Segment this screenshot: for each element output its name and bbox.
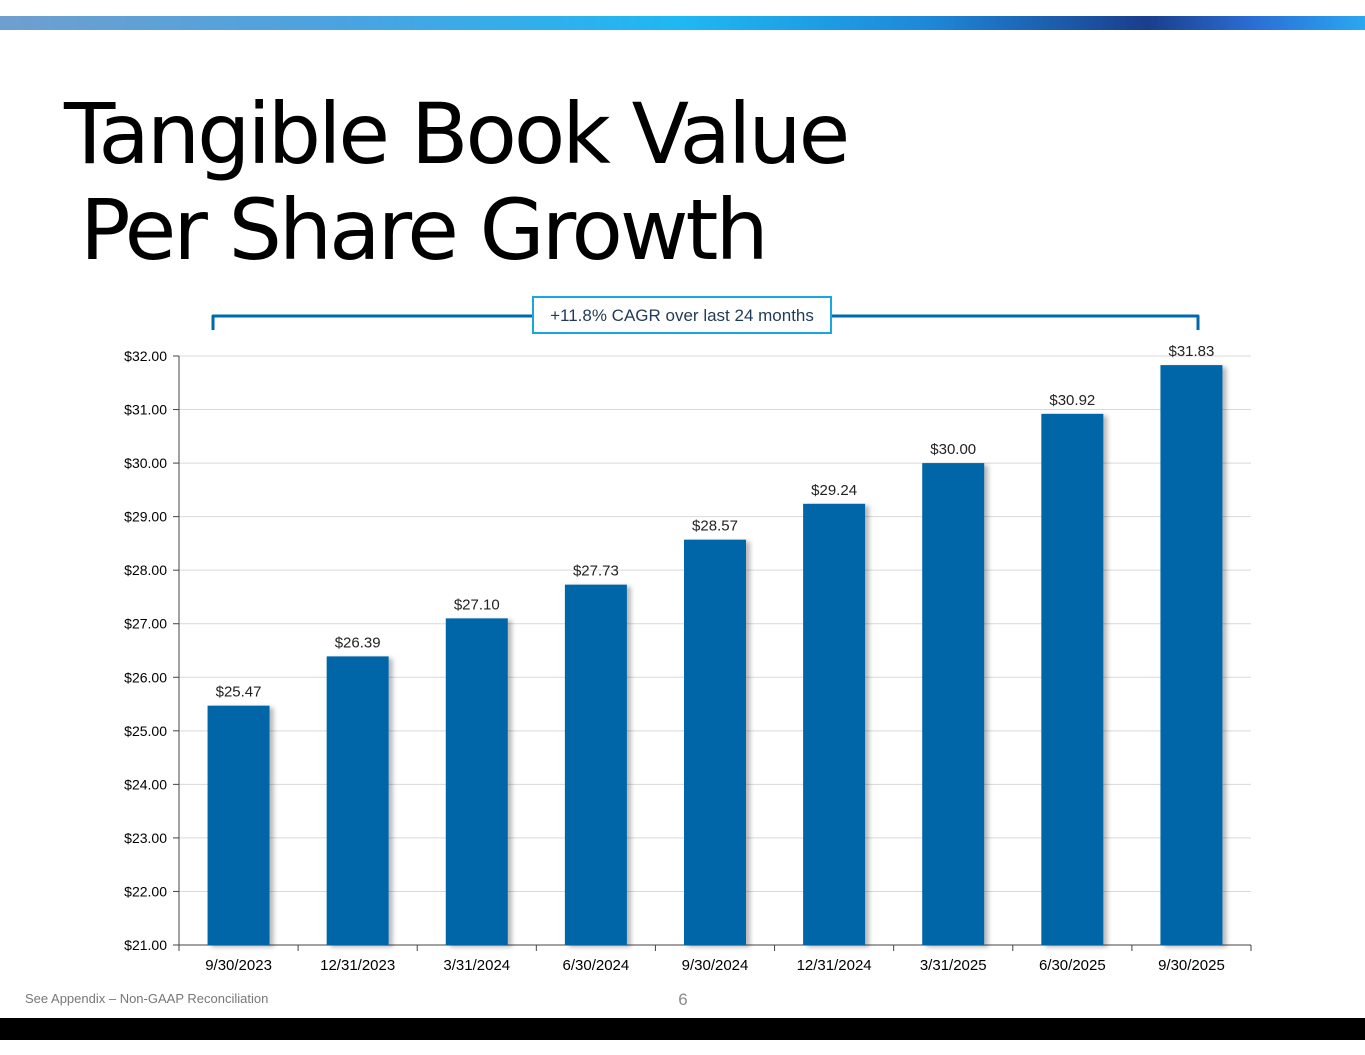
data-label: $30.00 bbox=[930, 441, 976, 458]
y-tick-label: $26.00 bbox=[124, 669, 167, 685]
data-label: $31.83 bbox=[1168, 343, 1214, 360]
y-tick-label: $31.00 bbox=[124, 402, 167, 418]
x-tick-label: 3/31/2024 bbox=[443, 957, 510, 974]
bar-9/30/2024 bbox=[684, 539, 746, 945]
y-tick-label: $30.00 bbox=[124, 455, 167, 471]
x-tick-label: 6/30/2025 bbox=[1039, 957, 1106, 974]
bars bbox=[207, 365, 1223, 945]
data-label: $25.47 bbox=[216, 684, 262, 701]
y-tick-label: $27.00 bbox=[124, 616, 167, 632]
x-tick-label: 12/31/2023 bbox=[320, 957, 395, 974]
bar-9/30/2023 bbox=[207, 705, 270, 945]
cagr-callout: +11.8% CAGR over last 24 months bbox=[211, 296, 1200, 334]
y-tick-label: $28.00 bbox=[124, 562, 167, 578]
data-label: $26.39 bbox=[335, 634, 381, 651]
footnote: See Appendix – Non-GAAP Reconciliation bbox=[25, 991, 269, 1006]
bar-12/31/2024 bbox=[803, 503, 866, 945]
top-accent-bar bbox=[0, 16, 1365, 30]
bar-3/31/2024 bbox=[445, 618, 508, 945]
title-line-2: Per Share Growth bbox=[80, 181, 769, 279]
cagr-callout-box bbox=[532, 296, 832, 334]
bar-9/30/2025 bbox=[1160, 365, 1223, 945]
y-tick-label: $21.00 bbox=[124, 937, 167, 953]
page-number: 6 bbox=[678, 990, 688, 1009]
bar-6/30/2024 bbox=[564, 584, 627, 945]
data-label: $28.57 bbox=[692, 518, 738, 535]
x-tick-label: 3/31/2025 bbox=[920, 957, 987, 974]
page-title: Tangible Book Value Per Share Growth bbox=[64, 85, 850, 279]
y-tick-label: $25.00 bbox=[124, 723, 167, 739]
data-labels: $25.47 9/30/2023 $26.39 12/31/2023 $27.10 3/3… bbox=[205, 343, 1225, 974]
title-line-1: Tangible Book Value bbox=[64, 85, 850, 183]
bottom-bar bbox=[0, 1018, 1365, 1040]
data-label: $29.24 bbox=[811, 482, 857, 499]
tbv-bar-chart: $21.00 $22.00 $23.00 $24.00 $25.00 $26.00 $27.… bbox=[124, 296, 1252, 974]
x-tick-label: 9/30/2023 bbox=[205, 957, 272, 974]
y-tick-label: $22.00 bbox=[124, 883, 167, 899]
y-tick-label: $24.00 bbox=[124, 776, 167, 792]
cagr-callout-text: +11.8% CAGR over last 24 months bbox=[550, 306, 814, 325]
x-tick-label: 12/31/2024 bbox=[797, 957, 872, 974]
bar-12/31/2023 bbox=[326, 656, 389, 945]
y-tick-label: $32.00 bbox=[124, 348, 167, 364]
x-tick-label: 9/30/2024 bbox=[682, 957, 749, 974]
y-tick-label: $23.00 bbox=[124, 830, 167, 846]
x-tick-label: 9/30/2025 bbox=[1158, 957, 1225, 974]
data-label: $27.73 bbox=[573, 563, 619, 580]
y-tick-label: $29.00 bbox=[124, 509, 167, 525]
bar-3/31/2025 bbox=[922, 463, 985, 945]
data-label: $30.92 bbox=[1049, 392, 1095, 409]
bar-6/30/2025 bbox=[1041, 413, 1104, 945]
data-label: $27.10 bbox=[454, 596, 500, 613]
x-tick-label: 6/30/2024 bbox=[563, 957, 630, 974]
